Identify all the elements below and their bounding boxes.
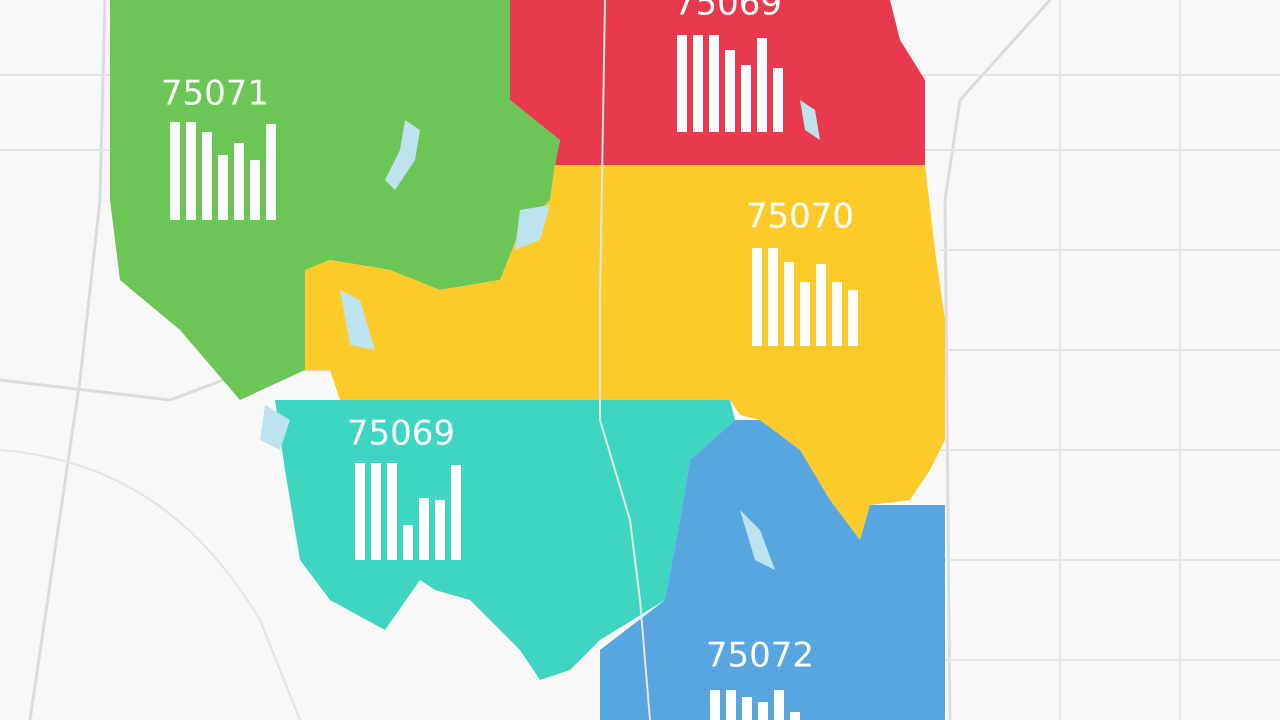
bar bbox=[435, 500, 445, 560]
lake bbox=[515, 205, 550, 250]
bar bbox=[250, 160, 260, 220]
region bbox=[110, 0, 560, 400]
bar bbox=[186, 122, 196, 220]
zip-label: 75072 bbox=[706, 636, 814, 676]
bar bbox=[218, 155, 228, 220]
lake bbox=[340, 290, 375, 350]
bar bbox=[234, 143, 244, 220]
bar bbox=[752, 248, 762, 346]
water bbox=[260, 100, 820, 570]
bar bbox=[693, 35, 703, 132]
lake bbox=[260, 405, 290, 450]
bar bbox=[355, 463, 365, 560]
road bbox=[0, 449, 301, 720]
bar bbox=[202, 132, 212, 220]
bar bbox=[726, 690, 736, 720]
zip-label: 75070 bbox=[746, 197, 854, 237]
bar bbox=[725, 50, 735, 132]
bar bbox=[758, 702, 768, 720]
bar bbox=[774, 690, 784, 720]
bar bbox=[387, 463, 397, 560]
bar bbox=[677, 35, 687, 132]
bar bbox=[170, 122, 180, 220]
bar bbox=[832, 282, 842, 346]
bar bbox=[790, 712, 800, 720]
bar bbox=[768, 248, 778, 346]
road bbox=[28, 0, 107, 720]
road bbox=[1059, 0, 1181, 720]
bar bbox=[709, 35, 719, 132]
bar bbox=[757, 38, 767, 132]
bar bbox=[710, 690, 720, 720]
region bbox=[600, 420, 945, 720]
lake bbox=[385, 120, 420, 190]
zip-label: 75069 bbox=[674, 0, 782, 24]
bar bbox=[816, 264, 826, 346]
bar bbox=[741, 65, 751, 132]
lake bbox=[800, 100, 820, 140]
bar bbox=[773, 68, 783, 132]
overlay: 75071 75069 75070 75069 75072 bbox=[161, 0, 858, 720]
bar bbox=[419, 498, 429, 560]
bar bbox=[451, 465, 461, 560]
road bbox=[599, 0, 651, 720]
zip-label: 75071 bbox=[161, 74, 269, 114]
bar bbox=[403, 525, 413, 560]
zip-label: 75069 bbox=[347, 414, 455, 454]
bar bbox=[742, 697, 752, 720]
bar bbox=[266, 124, 276, 220]
bar bbox=[848, 290, 858, 346]
bar bbox=[371, 463, 381, 560]
region bbox=[305, 165, 945, 540]
bar bbox=[800, 282, 810, 346]
lake bbox=[740, 510, 775, 570]
bar bbox=[784, 262, 794, 346]
